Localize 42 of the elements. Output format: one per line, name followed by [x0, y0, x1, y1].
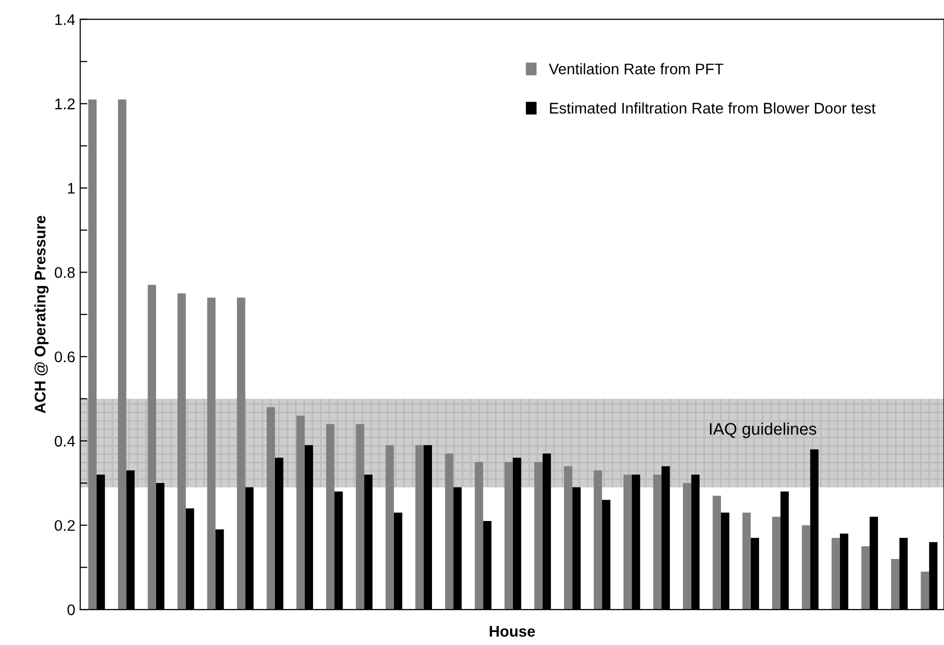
bar — [594, 470, 602, 610]
bar — [534, 462, 543, 610]
bar — [148, 284, 156, 610]
bar — [326, 424, 334, 610]
bar — [386, 445, 394, 610]
bar — [623, 474, 632, 610]
bar — [742, 512, 751, 610]
bar — [504, 462, 513, 610]
y-tick-label: 0.2 — [54, 520, 75, 531]
bar — [653, 474, 662, 610]
bar — [236, 298, 246, 610]
bar — [88, 99, 97, 610]
bar — [415, 445, 424, 610]
bar — [474, 462, 484, 610]
bar — [356, 424, 364, 610]
bar — [682, 483, 692, 610]
y-tick-label: 1 — [68, 182, 75, 194]
y-tick-label: 1.4 — [55, 14, 75, 25]
y-axis-title: ACH @ Operating Pressure — [34, 216, 49, 414]
bar — [207, 298, 216, 610]
bar — [772, 516, 780, 610]
bar — [832, 538, 840, 610]
bar — [266, 407, 275, 610]
bar — [891, 558, 900, 610]
bar — [861, 546, 870, 610]
legend-label: Ventilation Rate from PFT — [548, 63, 724, 74]
y-tick-label: 0 — [67, 604, 75, 616]
y-tick-label: 0.4 — [54, 436, 75, 447]
bar — [802, 525, 810, 610]
bar — [177, 293, 186, 610]
x-axis-title: House — [490, 626, 535, 637]
bar — [920, 572, 930, 610]
bar — [296, 416, 305, 610]
bar — [118, 99, 126, 610]
band-label: IAQ guidelines — [710, 422, 816, 438]
bar — [445, 454, 454, 610]
legend-label: Estimated Infiltration Rate from Blower Door test — [550, 102, 876, 114]
y-tick-label: 0.8 — [54, 267, 75, 278]
y-tick-label: 0.6 — [54, 351, 75, 362]
bar — [712, 496, 721, 610]
bar — [564, 466, 572, 610]
y-tick-label: 1.2 — [55, 98, 75, 110]
